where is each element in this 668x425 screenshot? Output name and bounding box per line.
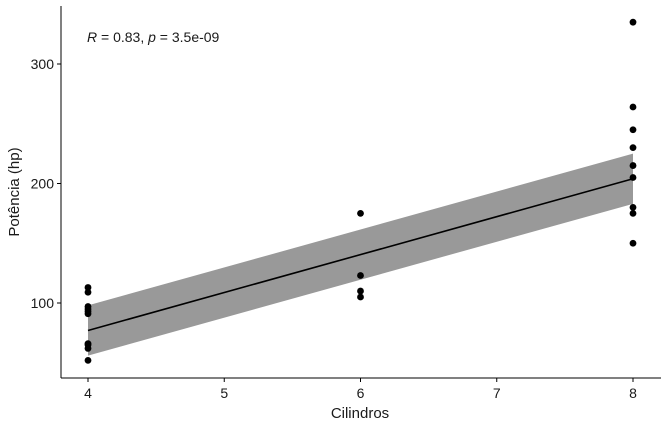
- data-point: [84, 288, 92, 296]
- p-value: = 3.5e-09: [156, 29, 220, 45]
- y-tick-label: 200: [31, 176, 55, 192]
- data-point: [357, 272, 364, 279]
- x-tick-label: 7: [493, 385, 501, 401]
- data-point: [629, 162, 637, 169]
- data-point: [357, 287, 364, 295]
- data-point: [629, 18, 637, 26]
- data-point: [629, 174, 637, 181]
- data-point: [84, 284, 92, 291]
- x-tick-label: 5: [220, 385, 228, 401]
- data-point: [357, 209, 364, 217]
- data-point: [84, 345, 92, 352]
- data-point: [357, 293, 364, 301]
- data-point: [84, 356, 92, 364]
- data-point: [629, 204, 637, 211]
- x-tick-label: 8: [629, 385, 637, 401]
- r-label: R: [87, 29, 97, 45]
- x-tick-label: 6: [357, 385, 365, 401]
- data-points-layer: [84, 18, 637, 364]
- data-point: [629, 126, 637, 134]
- data-point: [84, 310, 92, 318]
- data-point: [629, 103, 637, 111]
- data-point: [629, 209, 637, 217]
- x-tick-label: 4: [84, 385, 92, 401]
- axes: 4 5 6 7 8 100 200 300: [31, 6, 661, 401]
- regression-line: [87, 177, 634, 332]
- data-point: [629, 144, 637, 152]
- x-axis-title: Cilindros: [331, 405, 389, 422]
- r-value: = 0.83,: [97, 29, 148, 45]
- correlation-annotation: R = 0.83, p = 3.5e-09: [87, 29, 220, 45]
- y-tick-label: 100: [31, 295, 55, 311]
- p-label: p: [147, 29, 156, 45]
- data-point: [629, 239, 637, 247]
- y-tick-label: 300: [31, 56, 55, 72]
- y-axis-title: Potência (hp): [6, 147, 23, 236]
- regression-line-layer: [87, 177, 634, 332]
